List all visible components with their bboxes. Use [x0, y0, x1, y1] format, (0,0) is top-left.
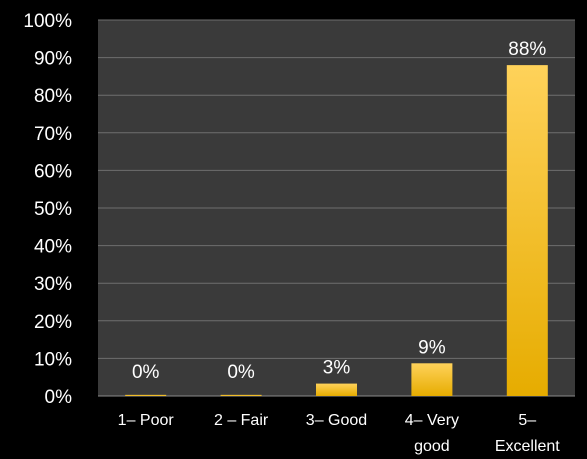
y-tick-label: 60%: [34, 161, 72, 182]
y-tick-label: 10%: [34, 349, 72, 370]
x-category-label: 2 – Fair: [214, 412, 269, 429]
y-tick-label: 100%: [23, 11, 72, 32]
x-category-label: 3– Good: [306, 412, 367, 429]
data-label: 0%: [132, 362, 160, 383]
data-labels: 0% 0% 3% 9% 88%: [132, 39, 546, 383]
y-tick-label: 90%: [34, 49, 72, 70]
bar: [125, 394, 167, 396]
y-tick-label: 0%: [45, 387, 73, 408]
x-category-label: 1– Poor: [118, 412, 175, 429]
bar: [411, 363, 453, 396]
x-category-label: good: [414, 438, 450, 455]
bars: [125, 65, 548, 397]
bar: [506, 65, 548, 397]
data-label: 88%: [508, 39, 546, 60]
x-category-label: 5–: [518, 412, 536, 429]
gridlines: [98, 19, 575, 397]
y-axis-ticks: 0% 10% 20% 30% 40% 50% 60% 70% 80% 90% 100%: [23, 11, 72, 408]
bar: [220, 394, 262, 396]
data-label: 0%: [227, 362, 255, 383]
y-tick-label: 30%: [34, 274, 72, 295]
y-tick-label: 50%: [34, 199, 72, 220]
x-category-label: 4– Very: [405, 412, 459, 429]
bar: [316, 383, 357, 396]
x-axis-labels: 1– Poor 2 – Fair 3– Good 4– Very good 5– Excel…: [118, 412, 561, 455]
x-category-label: Excellent: [495, 438, 560, 455]
data-label: 3%: [323, 358, 351, 379]
y-tick-label: 80%: [34, 86, 72, 107]
data-label: 9%: [418, 337, 446, 358]
y-tick-label: 20%: [34, 312, 72, 333]
y-tick-label: 70%: [34, 124, 72, 145]
y-tick-label: 40%: [34, 237, 72, 258]
